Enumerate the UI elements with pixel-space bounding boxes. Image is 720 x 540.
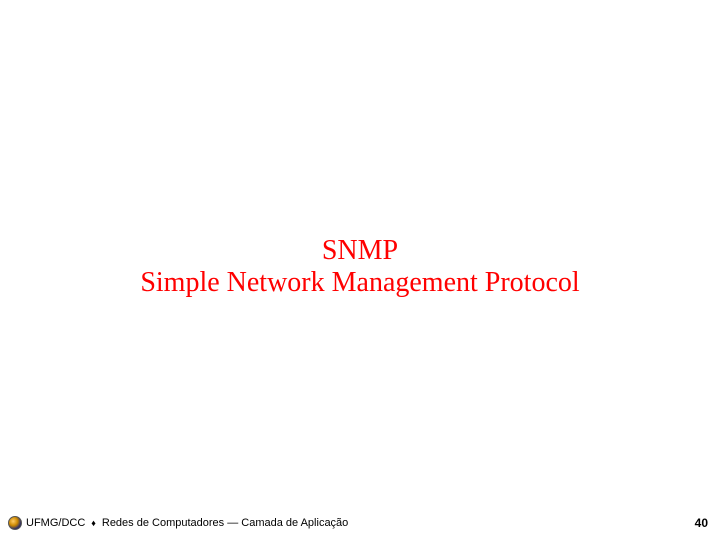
footer: UFMG/DCC ♦ Redes de Computadores — Camad… bbox=[0, 510, 720, 530]
footer-org: UFMG/DCC bbox=[26, 517, 85, 529]
title-block: SNMP Simple Network Management Protocol bbox=[0, 235, 720, 299]
footer-left: UFMG/DCC ♦ Redes de Computadores — Camad… bbox=[8, 516, 348, 530]
slide-container: SNMP Simple Network Management Protocol … bbox=[0, 0, 720, 540]
footer-separator-icon: ♦ bbox=[91, 518, 96, 528]
title-line-2: Simple Network Management Protocol bbox=[0, 267, 720, 299]
title-line-1: SNMP bbox=[0, 235, 720, 267]
page-number: 40 bbox=[695, 516, 708, 530]
footer-course: Redes de Computadores — Camada de Aplica… bbox=[102, 517, 348, 529]
footer-logo-icon bbox=[8, 516, 22, 530]
